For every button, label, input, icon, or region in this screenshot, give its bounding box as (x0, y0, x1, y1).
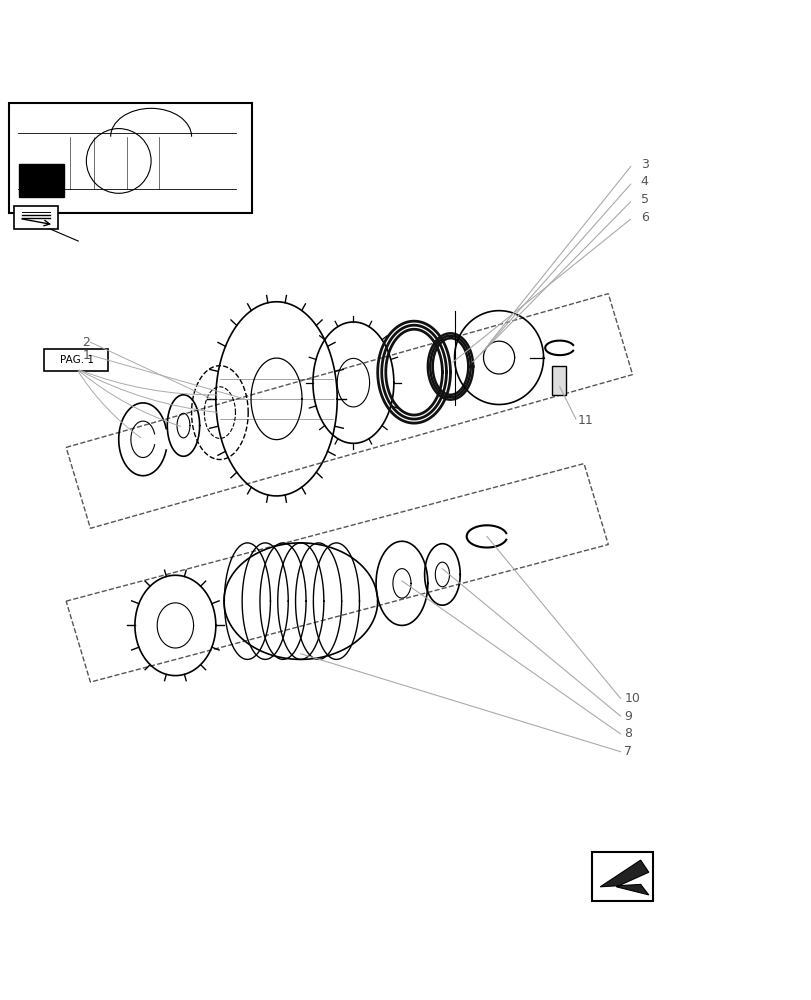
Text: 7: 7 (624, 745, 632, 758)
Text: PAG. 1: PAG. 1 (59, 355, 93, 365)
Text: 5: 5 (640, 193, 648, 206)
Text: 1: 1 (82, 349, 90, 362)
Bar (591, 852, 652, 901)
Text: 3: 3 (640, 158, 648, 171)
Bar (551, 366, 565, 395)
Bar (14, 206, 58, 229)
Bar (19, 164, 63, 197)
Text: 2: 2 (82, 336, 90, 349)
Bar (10, 103, 252, 213)
Text: 4: 4 (640, 175, 648, 188)
Text: 9: 9 (624, 710, 632, 723)
Text: 10: 10 (624, 692, 640, 705)
Text: 6: 6 (640, 211, 648, 224)
Text: 11: 11 (577, 414, 593, 427)
FancyBboxPatch shape (45, 349, 108, 371)
Text: 8: 8 (624, 727, 632, 740)
Polygon shape (599, 860, 648, 895)
